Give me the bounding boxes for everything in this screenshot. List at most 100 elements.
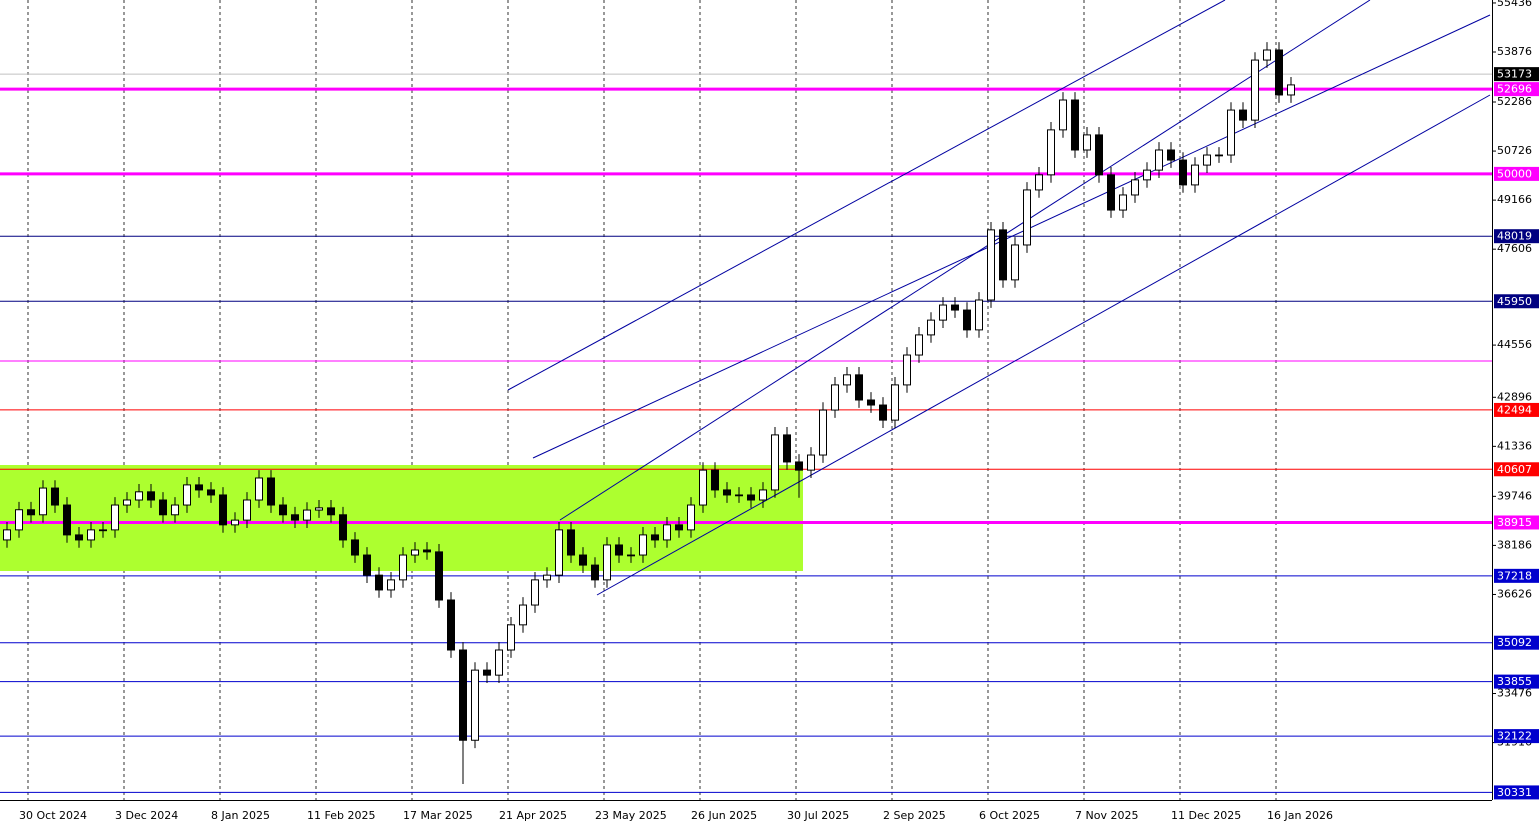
candle-body xyxy=(963,309,971,331)
candle-body xyxy=(879,404,887,421)
candle-body xyxy=(267,477,275,506)
candle-body xyxy=(1227,109,1235,156)
level-label: 52696 xyxy=(1497,83,1532,96)
level-box xyxy=(1494,515,1539,530)
candle-body xyxy=(903,354,911,386)
candle-body xyxy=(1131,179,1139,196)
level-label: 50000 xyxy=(1497,167,1532,180)
candle-body xyxy=(351,539,359,556)
candle-body xyxy=(1011,244,1019,281)
candle-body xyxy=(423,549,431,553)
x-tick-label: 11 Dec 2025 xyxy=(1171,809,1241,822)
candle-body xyxy=(1287,84,1295,96)
y-tick-label: 33476 xyxy=(1497,687,1532,700)
y-tick-label: 39746 xyxy=(1497,489,1532,502)
candle-body xyxy=(1023,189,1031,246)
x-tick-label: 30 Jul 2025 xyxy=(787,809,849,822)
candle-body xyxy=(1167,149,1175,161)
candle-body xyxy=(639,534,647,556)
candle-body xyxy=(1239,109,1247,121)
candle-body xyxy=(1095,134,1103,176)
time-axis-bg xyxy=(0,800,1540,825)
candle-body xyxy=(471,669,479,741)
level-label: 42494 xyxy=(1497,403,1532,416)
candle-body xyxy=(783,434,791,463)
candle-body xyxy=(123,499,131,506)
candle-body xyxy=(867,399,875,406)
candle-body xyxy=(927,319,935,336)
level-box xyxy=(1494,82,1539,97)
candle-body xyxy=(159,499,167,516)
y-tick-label: 55436 xyxy=(1497,0,1532,9)
x-tick-label: 7 Nov 2025 xyxy=(1075,809,1138,822)
candle-body xyxy=(555,529,563,576)
y-tick-label: 36626 xyxy=(1497,587,1532,600)
candle-body xyxy=(711,469,719,491)
level-box xyxy=(1494,674,1539,689)
candle-body xyxy=(483,669,491,676)
candle-body xyxy=(87,529,95,541)
x-tick-label: 16 Jan 2026 xyxy=(1267,809,1333,822)
candle-body xyxy=(63,504,71,536)
candle-body xyxy=(843,374,851,386)
candle-body xyxy=(735,494,743,497)
y-tick-label: 47606 xyxy=(1497,242,1532,255)
candle-body xyxy=(1107,174,1115,211)
level-label: 48019 xyxy=(1497,230,1532,243)
candle-body xyxy=(75,534,83,541)
level-label: 40607 xyxy=(1497,463,1532,476)
x-tick-label: 3 Dec 2024 xyxy=(115,809,178,822)
candle-body xyxy=(3,529,11,541)
candle-body xyxy=(951,304,959,311)
candle-body xyxy=(699,469,707,506)
candle-body xyxy=(939,304,947,321)
candles xyxy=(3,42,1295,784)
candle-body xyxy=(303,509,311,521)
channel-line xyxy=(596,94,1491,596)
candle-body xyxy=(171,504,179,516)
candle-body xyxy=(1083,134,1091,151)
y-tick-label: 41336 xyxy=(1497,439,1532,452)
candle-body xyxy=(687,504,695,531)
candle-body xyxy=(231,519,239,526)
channel-line xyxy=(532,14,1491,459)
candle-body xyxy=(399,554,407,581)
candle-body xyxy=(795,461,803,471)
candle-body xyxy=(1275,49,1283,96)
candle-body xyxy=(27,509,35,516)
y-tick-label: 49166 xyxy=(1497,193,1532,206)
level-label: 53173 xyxy=(1497,68,1532,81)
candle-body xyxy=(663,524,671,541)
level-box xyxy=(1494,785,1539,800)
candle-body xyxy=(1119,194,1127,211)
candle-body xyxy=(51,487,59,506)
y-tick-label: 50726 xyxy=(1497,144,1532,157)
levels xyxy=(0,73,1492,793)
candle-body xyxy=(675,524,683,531)
x-tick-label: 2 Sep 2025 xyxy=(883,809,946,822)
candle-body xyxy=(915,334,923,356)
x-tick-label: 17 Mar 2025 xyxy=(403,809,473,822)
candle-body xyxy=(579,554,587,566)
candle-body xyxy=(819,409,827,456)
candle-body xyxy=(183,484,191,506)
trend-channel xyxy=(507,0,1491,596)
candle-body xyxy=(435,551,443,601)
candle-body xyxy=(135,491,143,501)
candle-body xyxy=(195,484,203,491)
x-tick-label: 26 Jun 2025 xyxy=(691,809,757,822)
candle-body xyxy=(723,489,731,496)
y-tick-label: 44556 xyxy=(1497,338,1532,351)
candle-body xyxy=(39,487,47,516)
candle-body xyxy=(1215,154,1223,157)
level-box xyxy=(1494,568,1539,583)
channel-line xyxy=(507,0,1226,391)
x-tick-label: 11 Feb 2025 xyxy=(307,809,375,822)
candle-body xyxy=(807,454,815,471)
candle-body xyxy=(147,491,155,501)
candle-body xyxy=(1059,99,1067,131)
candle-body xyxy=(567,529,575,556)
candle-body xyxy=(387,579,395,591)
